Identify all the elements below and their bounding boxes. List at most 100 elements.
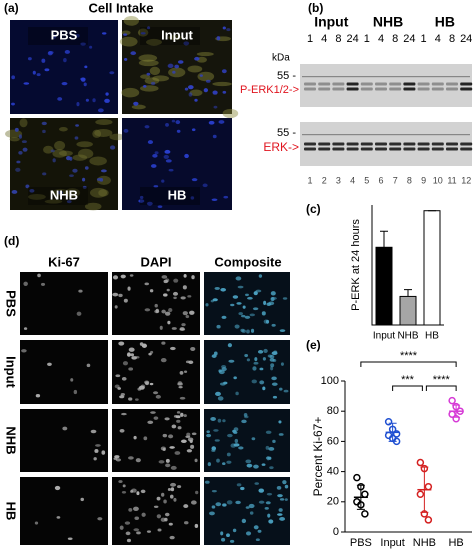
nucleus — [226, 500, 233, 505]
nucleus — [180, 296, 186, 300]
cell-body — [196, 51, 214, 57]
cell-body — [138, 59, 159, 67]
image-background — [20, 340, 108, 404]
nucleus — [164, 417, 170, 421]
timepoint-label: 4 — [321, 33, 327, 45]
nucleus — [120, 274, 126, 279]
nucleus — [205, 79, 211, 83]
nucleus — [154, 151, 159, 155]
band — [318, 147, 331, 151]
nucleus — [25, 184, 30, 189]
nucleus — [151, 164, 157, 168]
nucleus — [97, 108, 104, 113]
band — [431, 142, 444, 146]
band — [360, 82, 373, 86]
nucleus — [276, 486, 282, 490]
nucleus — [160, 357, 167, 363]
nucleus — [163, 293, 168, 297]
micrograph — [204, 477, 290, 545]
nucleus — [136, 531, 141, 535]
nucleus — [203, 88, 209, 93]
nucleus — [74, 136, 79, 140]
nucleus — [23, 281, 28, 286]
cell-body — [58, 150, 73, 157]
cell-body — [140, 85, 159, 92]
nucleus — [249, 511, 254, 515]
data-point — [384, 418, 393, 426]
nucleus — [18, 134, 22, 139]
nucleus — [213, 105, 218, 109]
nucleus — [278, 420, 282, 424]
nucleus — [259, 367, 264, 371]
nucleus — [265, 430, 272, 434]
nucleus — [263, 348, 268, 354]
nucleus — [187, 437, 194, 442]
panel-label: (a) — [4, 1, 19, 15]
nucleus — [92, 98, 96, 103]
nucleus — [167, 320, 171, 325]
cell-body — [222, 108, 239, 119]
nucleus — [211, 198, 218, 201]
nucleus — [121, 376, 127, 381]
nucleus — [261, 463, 266, 466]
y-tick-label: 60 — [327, 435, 339, 447]
nucleus — [270, 296, 275, 302]
nucleus — [241, 518, 247, 524]
band — [375, 147, 387, 151]
panel-label: (e) — [306, 338, 321, 352]
nucleus — [174, 451, 181, 455]
nucleus — [180, 412, 184, 417]
nucleus — [190, 346, 196, 352]
nucleus — [52, 34, 57, 39]
nucleus — [173, 278, 179, 283]
nucleus — [185, 314, 190, 319]
nucleus — [259, 380, 265, 385]
nucleus — [141, 512, 146, 517]
marker-label: 55 - — [277, 70, 296, 82]
nucleus — [67, 537, 73, 541]
micrograph — [204, 272, 290, 335]
nucleus — [154, 303, 158, 308]
cell-body — [131, 104, 146, 110]
band — [417, 142, 430, 146]
nucleus — [214, 286, 220, 290]
error-bar — [404, 289, 412, 297]
significance-bracket — [425, 385, 457, 391]
nucleus — [235, 500, 241, 505]
image-background — [112, 272, 200, 335]
nucleus — [240, 328, 245, 332]
y-tick-label: 0 — [333, 526, 339, 538]
micrograph — [10, 20, 118, 114]
y-tick-label: 20 — [327, 496, 339, 508]
cell-body — [96, 175, 111, 185]
nucleus — [82, 177, 86, 182]
nucleus — [234, 438, 239, 444]
nucleus — [80, 497, 84, 502]
nucleus — [95, 444, 101, 447]
nucleus — [209, 511, 215, 516]
nucleus — [222, 90, 227, 94]
nucleus — [75, 33, 80, 38]
image-background — [204, 272, 290, 335]
nucleus — [253, 464, 259, 469]
nucleus — [238, 312, 243, 316]
nucleus — [213, 429, 219, 432]
nucleus — [165, 458, 170, 463]
x-tick-label: Input — [373, 331, 395, 342]
nucleus — [57, 190, 64, 195]
nucleus — [121, 412, 127, 416]
band — [403, 82, 416, 86]
micrograph — [112, 340, 200, 404]
nucleus — [159, 325, 163, 330]
nucleus — [220, 287, 227, 292]
band — [389, 147, 402, 151]
nucleus — [143, 436, 148, 441]
cell-body — [168, 67, 186, 78]
nucleus — [258, 488, 265, 493]
nucleus — [140, 32, 146, 35]
nucleus — [165, 463, 171, 468]
data-point — [392, 430, 401, 438]
nucleus — [57, 97, 63, 101]
cell-body — [146, 38, 162, 46]
band — [460, 142, 473, 146]
